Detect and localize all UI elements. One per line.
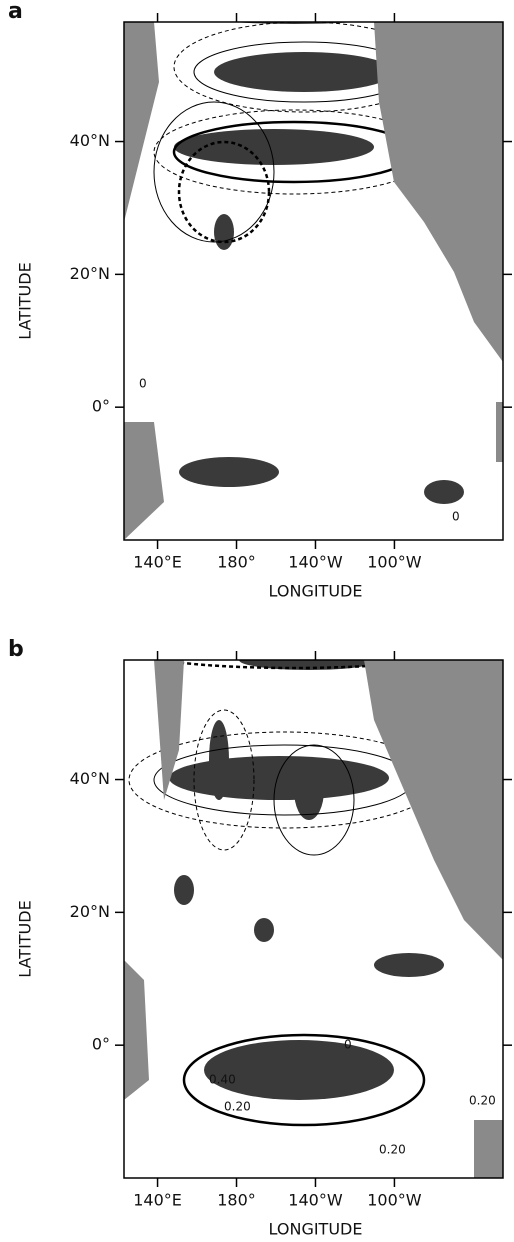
x-tick-label: 140°W — [288, 553, 343, 572]
shaded-region — [174, 129, 374, 165]
y-tick-label: 40°N — [70, 131, 110, 150]
land — [154, 660, 184, 800]
shaded-region — [374, 953, 444, 977]
y-tick-label: 40°N — [70, 769, 110, 788]
land — [364, 660, 503, 960]
panel-label: a — [8, 0, 23, 24]
shaded-region — [174, 875, 194, 905]
contour-label: 0.20 — [469, 1094, 496, 1108]
contour-line — [204, 0, 484, 4]
shaded-region — [179, 457, 279, 487]
panel: 0.40 0 0.20 0.20 0.20 140°E 180° 140°W 100°W 0° 20… — [8, 637, 512, 1239]
contour-line — [273, 744, 355, 856]
x-tick-label: 180° — [217, 1191, 256, 1210]
x-axis-label: LONGITUDE — [269, 1220, 363, 1239]
shaded-region — [209, 720, 229, 800]
land — [374, 22, 503, 362]
land — [124, 22, 159, 222]
shaded-region — [214, 52, 394, 92]
contour-line — [154, 660, 434, 670]
shaded-region — [254, 918, 274, 942]
land — [474, 1120, 503, 1178]
y-tick-label: 0° — [92, 397, 110, 416]
contour-label: 0.20 — [379, 1143, 406, 1157]
shaded-region — [169, 756, 389, 800]
contours — [124, 0, 503, 540]
x-tick-label: 140°W — [288, 1191, 343, 1210]
map-field: 00 — [124, 0, 503, 540]
contour-line — [182, 1033, 426, 1127]
y-tick-label: 20°N — [70, 264, 110, 283]
map-field: 0.40 0 0.20 0.20 0.20 — [124, 660, 503, 1178]
y-tick-label: 0° — [92, 1035, 110, 1054]
plot-frame — [123, 21, 504, 541]
contour-label: 0.40 — [209, 1073, 236, 1087]
x-tick-label: 140°E — [133, 553, 182, 572]
contours — [124, 660, 503, 1178]
shaded-region — [214, 214, 234, 250]
x-tick-label: 100°W — [367, 553, 422, 572]
x-axis-label: LONGITUDE — [269, 582, 363, 601]
contour-line — [177, 140, 271, 244]
shaded-region — [234, 22, 354, 24]
shaded-region — [424, 480, 464, 504]
shaded-region — [326, 74, 342, 90]
x-tick-label: 180° — [217, 553, 256, 572]
shaded-region — [294, 760, 324, 820]
land — [124, 960, 149, 1100]
x-tick-label: 140°E — [133, 1191, 182, 1210]
y-tick-label: 20°N — [70, 902, 110, 921]
land — [496, 402, 503, 462]
contour-label: 0 — [139, 377, 147, 391]
y-axis-label: LATITUDE — [16, 262, 35, 339]
shaded-region — [204, 1040, 394, 1100]
x-tick-label: 100°W — [367, 1191, 422, 1210]
contour-label: 0 — [452, 510, 460, 524]
contour-line — [193, 709, 255, 851]
contour-label: 0 — [344, 1038, 352, 1052]
plot-frame — [123, 659, 504, 1179]
panel-label: b — [8, 637, 24, 662]
land — [124, 422, 164, 540]
y-axis-label: LATITUDE — [16, 900, 35, 977]
contour-label: 0.20 — [224, 1100, 251, 1114]
